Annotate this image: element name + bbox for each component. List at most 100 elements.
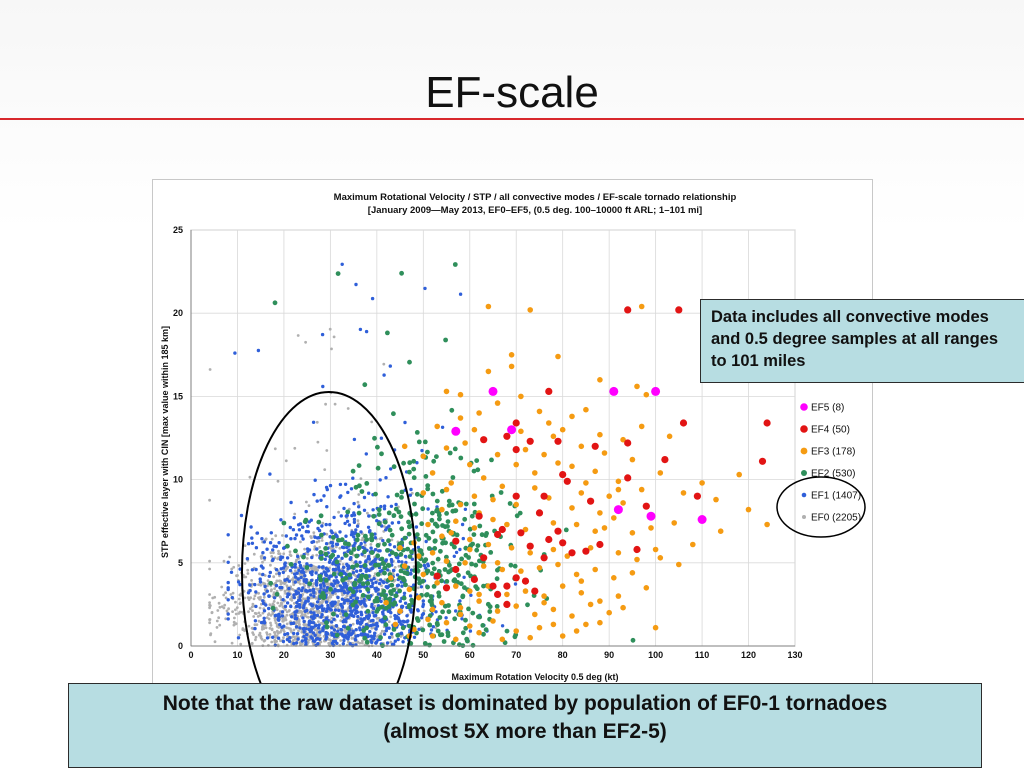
data-point — [264, 626, 268, 630]
data-point — [296, 637, 300, 641]
data-point — [312, 611, 316, 615]
data-point — [540, 554, 548, 562]
data-point — [382, 504, 387, 508]
data-point — [368, 629, 372, 634]
data-point — [269, 614, 273, 617]
data-point — [443, 486, 450, 493]
data-point — [324, 632, 328, 636]
legend-highlight-ellipse — [776, 476, 866, 538]
data-point — [258, 597, 261, 601]
data-point — [463, 617, 468, 623]
data-point — [402, 591, 407, 595]
data-point — [311, 587, 316, 592]
data-point — [405, 620, 409, 624]
data-point — [366, 633, 370, 637]
data-point — [490, 496, 496, 503]
data-point — [226, 617, 230, 621]
chart-subtitle: [January 2009—May 2013, EF0–EF5, (0.5 de… — [368, 205, 702, 216]
data-point — [348, 605, 353, 610]
data-point — [477, 558, 482, 564]
data-point — [354, 528, 358, 532]
data-point — [379, 451, 384, 457]
data-point — [532, 611, 538, 618]
y-tick-label: 5 — [178, 558, 183, 568]
data-point — [313, 478, 317, 482]
data-point — [375, 444, 380, 450]
data-point — [250, 626, 254, 630]
data-point — [359, 489, 365, 494]
data-point — [414, 430, 420, 435]
data-point — [435, 556, 441, 562]
data-point — [309, 563, 313, 568]
data-point — [293, 575, 298, 579]
data-point — [587, 545, 594, 551]
data-point — [442, 524, 448, 530]
data-point — [252, 633, 255, 636]
data-point — [346, 407, 350, 410]
data-point — [281, 534, 284, 537]
data-point — [383, 605, 389, 611]
data-note-callout: Data includes all convective modes and 0… — [700, 299, 1024, 383]
data-point — [340, 262, 344, 266]
data-point — [293, 610, 297, 614]
data-point — [409, 549, 414, 555]
data-point — [250, 579, 253, 582]
data-point — [277, 618, 281, 622]
data-point — [285, 556, 290, 560]
data-point — [389, 532, 395, 538]
data-point — [391, 513, 397, 518]
data-point — [352, 437, 357, 442]
data-point — [263, 574, 267, 577]
data-point — [375, 617, 379, 620]
data-point — [569, 413, 575, 420]
data-point — [446, 609, 452, 615]
data-point — [276, 479, 280, 483]
data-point — [269, 621, 272, 625]
data-point — [646, 511, 656, 521]
data-point — [208, 606, 211, 610]
data-point — [392, 568, 396, 573]
data-point — [363, 554, 367, 558]
data-point — [372, 576, 376, 581]
legend-label: EF5 (8) — [811, 403, 844, 414]
data-point — [365, 594, 371, 600]
data-point — [437, 615, 443, 620]
data-point — [285, 601, 290, 605]
data-point — [304, 509, 308, 514]
data-point — [321, 384, 325, 389]
data-point — [329, 608, 333, 612]
data-point — [376, 507, 382, 513]
data-point — [421, 612, 426, 616]
data-point — [335, 271, 341, 276]
data-point — [415, 594, 422, 601]
data-point — [253, 594, 257, 598]
data-point — [336, 537, 341, 543]
data-point — [382, 507, 387, 511]
data-point — [300, 601, 304, 605]
data-point — [494, 560, 501, 566]
data-point — [208, 603, 211, 607]
data-point — [293, 565, 297, 569]
data-point — [361, 545, 365, 550]
data-point — [460, 593, 466, 599]
data-point — [364, 569, 368, 573]
data-point — [359, 530, 363, 534]
data-point — [373, 614, 377, 618]
data-point — [316, 440, 320, 444]
data-point — [527, 634, 533, 641]
data-point — [290, 612, 294, 616]
data-point — [559, 471, 567, 479]
data-point — [389, 467, 393, 471]
data-point — [328, 483, 333, 488]
data-point — [471, 501, 477, 507]
data-point — [266, 613, 270, 617]
data-point — [324, 485, 329, 490]
data-point — [233, 616, 236, 620]
data-point — [362, 382, 368, 388]
data-point — [301, 537, 305, 541]
data-point — [261, 625, 264, 629]
data-point — [275, 589, 279, 593]
data-point — [629, 530, 636, 536]
data-point — [429, 628, 434, 632]
data-point — [367, 491, 371, 495]
